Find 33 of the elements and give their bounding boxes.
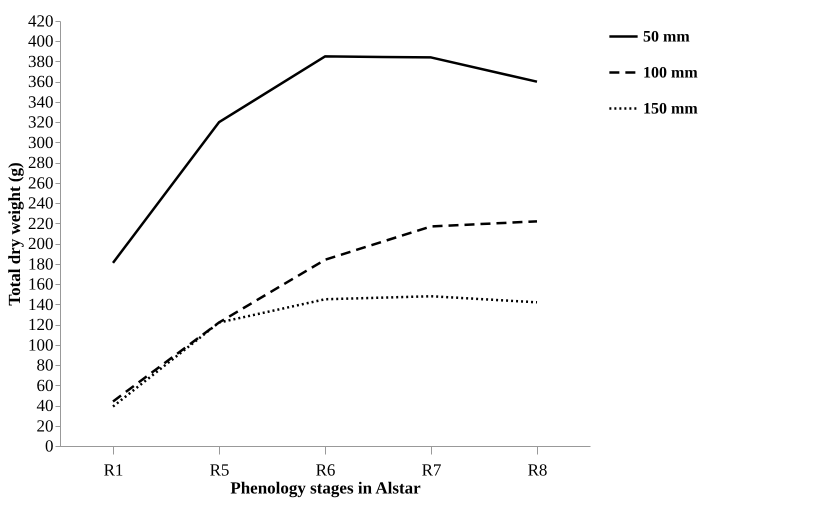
y-tick-label: 100 xyxy=(28,335,54,354)
y-tick-label: 260 xyxy=(28,173,54,192)
y-tick-label: 160 xyxy=(28,274,54,294)
legend-label: 150 mm xyxy=(643,100,698,118)
y-tick-label: 60 xyxy=(36,376,54,395)
y-tick-label: 80 xyxy=(36,356,54,375)
x-axis-title: Phenology stages in Alstar xyxy=(230,478,422,498)
y-tick-label: 40 xyxy=(36,396,54,416)
y-tick-label: 20 xyxy=(36,416,54,436)
y-tick-label: 300 xyxy=(28,132,54,152)
y-tick-label: 400 xyxy=(28,32,54,51)
y-tick-label: 320 xyxy=(28,112,54,132)
legend-label: 50 mm xyxy=(643,28,690,46)
x-tick-label: R7 xyxy=(422,460,442,480)
y-tick-label: 140 xyxy=(28,294,54,314)
x-tick-label: R5 xyxy=(210,460,230,480)
x-tick-label: R1 xyxy=(104,460,124,480)
y-tick-label: 360 xyxy=(28,72,54,92)
y-tick-label: 340 xyxy=(28,92,54,112)
y-tick-label: 280 xyxy=(28,153,54,172)
y-tick-label: 420 xyxy=(28,12,54,30)
y-tick-label: 200 xyxy=(28,234,54,254)
y-tick-label: 180 xyxy=(28,254,54,274)
y-tick-label: 220 xyxy=(28,214,54,233)
x-tick-label: R8 xyxy=(528,460,548,480)
y-tick-label: 380 xyxy=(28,52,54,71)
y-tick-label: 120 xyxy=(28,315,54,334)
x-tick-label: R6 xyxy=(316,460,336,480)
line-series xyxy=(112,55,538,264)
legend-label: 100 mm xyxy=(643,64,698,82)
y-axis-title: Total dry weight (g) xyxy=(5,162,24,306)
y-tick-label: 240 xyxy=(28,194,54,213)
y-tick-label: 0 xyxy=(45,436,54,456)
